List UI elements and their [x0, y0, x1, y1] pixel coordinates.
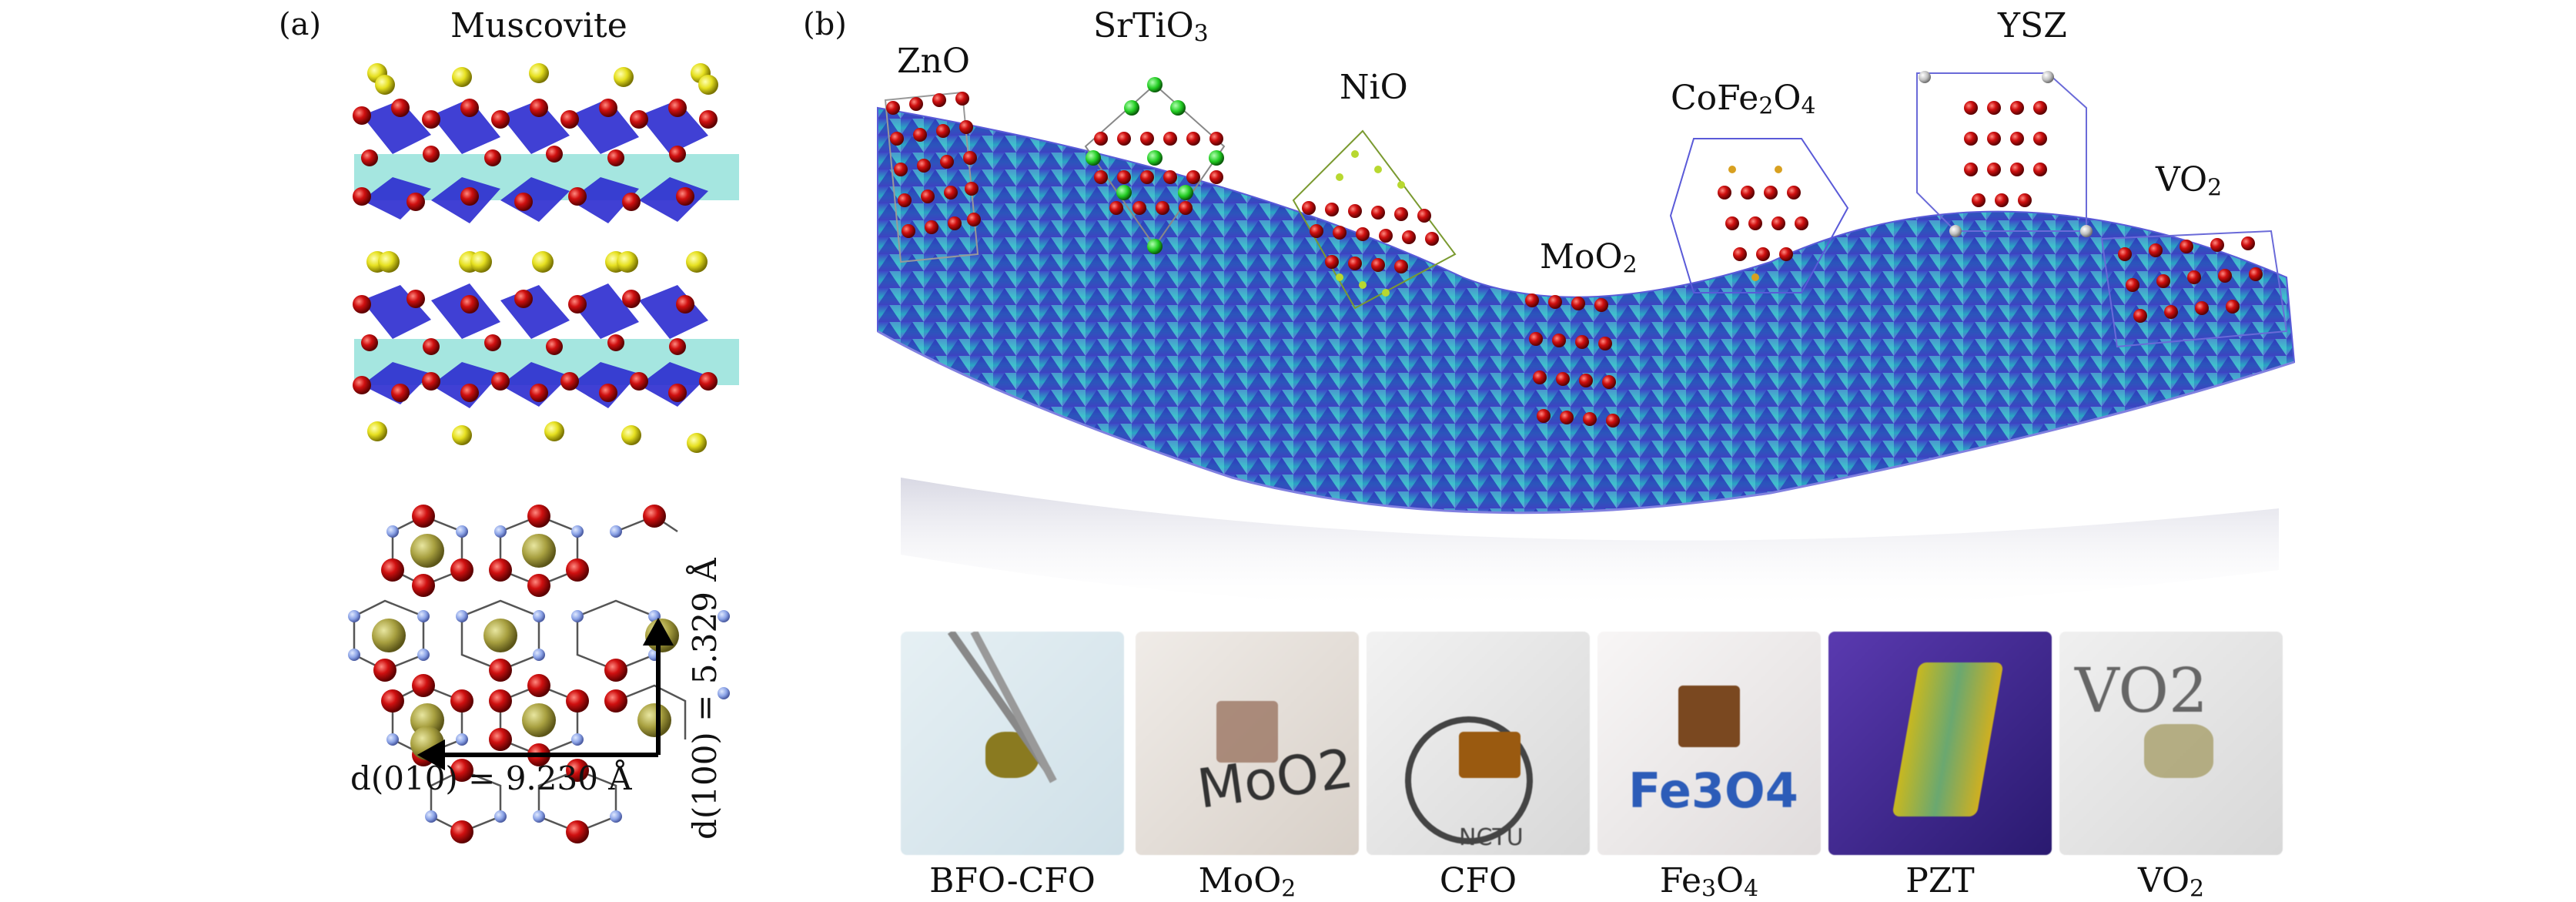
photo-bfo-cfo [901, 632, 1124, 855]
caption-cfo: CFO [1439, 861, 1517, 900]
photo-pzt [1828, 632, 2052, 855]
zno-crystal-icon [884, 91, 981, 263]
material-label-zno: ZnO [897, 42, 970, 81]
cofe2o4-crystal-icon [1669, 138, 1849, 293]
d100-dimension-label: d(100) = 5.329 Å [686, 558, 724, 840]
caption-fe3o4: Fe3O4 [1659, 861, 1759, 902]
material-label-cofe2o4: CoFe2O4 [1671, 79, 1816, 120]
caption-vo2: VO2 [2137, 861, 2205, 902]
panel-a-label: (a) [279, 7, 322, 42]
muscovite-title: Muscovite [450, 6, 627, 45]
material-label-ysz: YSZ [1998, 6, 2067, 45]
caption-pzt: PZT [1905, 861, 1975, 900]
caption-moo2: MoO2 [1198, 861, 1296, 902]
d010-dimension-label: d(010) = 9.230 Å [350, 759, 632, 797]
photo-fe3o4: Fe3O4 [1597, 632, 1821, 855]
photo-vo2: VO2 [2059, 632, 2283, 855]
mica-substrate-sheet [877, 106, 2296, 613]
photo-cfo: NCTU [1367, 632, 1590, 855]
nio-crystal-icon [1292, 129, 1457, 310]
srtio3-crystal-icon [1084, 77, 1226, 254]
muscovite-structure [353, 63, 739, 453]
ysz-crystal-icon [1916, 71, 2093, 237]
material-label-srtio3: SrTiO3 [1093, 6, 1209, 48]
moo2-crystal-icon [1525, 293, 1620, 428]
muscovite-lattice-topview [348, 505, 730, 843]
material-label-vo2: VO2 [2156, 160, 2223, 202]
vo2-crystal-icon [2100, 230, 2288, 348]
panel-b-label: (b) [803, 7, 847, 42]
material-label-moo2: MoO2 [1540, 237, 1638, 279]
material-label-nio: NiO [1340, 68, 1408, 107]
photo-moo2: MoO2 [1136, 632, 1359, 855]
caption-bfo-cfo: BFO-CFO [929, 861, 1096, 900]
